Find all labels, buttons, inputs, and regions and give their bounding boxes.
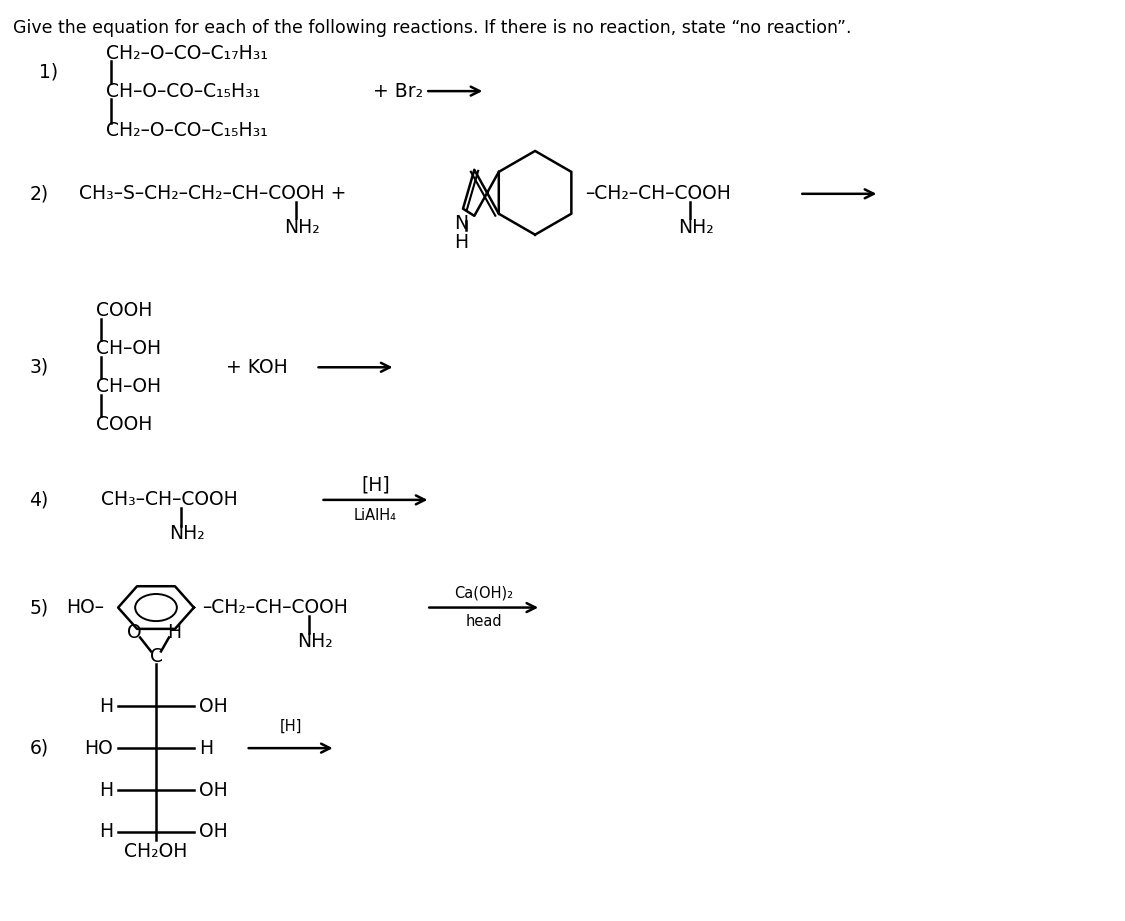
Text: [H]: [H] [361, 475, 390, 495]
Text: CH₃–CH–COOH: CH₃–CH–COOH [101, 490, 237, 509]
Text: COOH: COOH [96, 301, 153, 320]
Text: H: H [99, 780, 114, 799]
Text: OH: OH [199, 780, 227, 799]
Text: LiAlH₄: LiAlH₄ [354, 508, 397, 523]
Text: 4): 4) [29, 490, 48, 509]
Text: HO: HO [84, 739, 114, 758]
Text: 3): 3) [29, 357, 48, 377]
Text: [H]: [H] [279, 719, 302, 734]
Text: Ca(OH)₂: Ca(OH)₂ [455, 585, 513, 600]
Text: N: N [455, 214, 468, 233]
Text: CH–OH: CH–OH [96, 377, 161, 396]
Text: CH₂–O–CO–C₁₅H₃₁: CH₂–O–CO–C₁₅H₃₁ [106, 122, 268, 141]
Text: CH–OH: CH–OH [96, 339, 161, 358]
Text: H: H [199, 739, 213, 758]
Text: O: O [127, 623, 142, 642]
Text: NH₂: NH₂ [677, 218, 713, 238]
Text: + KOH: + KOH [226, 357, 288, 377]
Text: NH₂: NH₂ [284, 218, 320, 238]
Text: –CH₂–CH–COOH: –CH₂–CH–COOH [201, 598, 348, 617]
Text: 6): 6) [29, 739, 48, 758]
Text: H: H [99, 697, 114, 716]
Text: head: head [466, 614, 502, 629]
Text: H: H [99, 822, 114, 842]
Text: COOH: COOH [96, 414, 153, 434]
Text: CH–O–CO–C₁₅H₃₁: CH–O–CO–C₁₅H₃₁ [106, 82, 260, 100]
Text: H: H [455, 233, 468, 251]
Text: OH: OH [199, 822, 227, 842]
Text: –CH₂–CH–COOH: –CH₂–CH–COOH [585, 184, 731, 204]
Text: H: H [166, 623, 181, 642]
Text: CH₂OH: CH₂OH [125, 842, 188, 861]
Text: NH₂: NH₂ [169, 524, 205, 543]
Text: OH: OH [199, 697, 227, 716]
Text: CH₃–S–CH₂–CH₂–CH–COOH +: CH₃–S–CH₂–CH₂–CH–COOH + [79, 184, 346, 204]
Text: NH₂: NH₂ [297, 632, 332, 651]
Text: 2): 2) [29, 184, 48, 204]
Text: + Br₂: + Br₂ [374, 82, 424, 100]
Text: C: C [150, 647, 162, 666]
Text: Give the equation for each of the following reactions. If there is no reaction, : Give the equation for each of the follow… [14, 19, 852, 38]
Text: 5): 5) [29, 598, 48, 617]
Text: 1): 1) [39, 63, 58, 82]
Text: CH₂–O–CO–C₁₇H₃₁: CH₂–O–CO–C₁₇H₃₁ [106, 43, 268, 63]
Text: HO–: HO– [66, 598, 105, 617]
